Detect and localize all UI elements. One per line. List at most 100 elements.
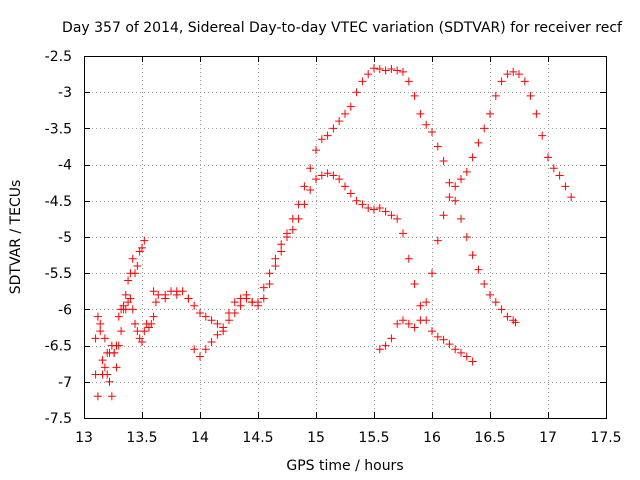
data-point-marker: [341, 109, 349, 118]
data-point-marker: [107, 392, 116, 401]
data-point-marker: [213, 330, 222, 339]
y-tick-label: -5.5: [45, 266, 72, 282]
data-point-marker: [457, 348, 465, 357]
data-point-marker: [213, 319, 222, 328]
y-tick-label: -5: [58, 230, 72, 246]
data-point-marker: [462, 167, 471, 176]
data-point-marker: [410, 323, 419, 332]
data-point-marker: [128, 305, 137, 314]
x-tick-label: 13: [75, 430, 93, 446]
data-point-marker: [480, 280, 489, 289]
y-tick-label: -3.5: [45, 121, 72, 137]
data-point-marker: [131, 319, 140, 328]
data-point-marker: [149, 312, 158, 321]
data-point-marker: [346, 189, 355, 198]
data-point-marker: [172, 290, 181, 299]
y-tick-label: -7.5: [45, 411, 72, 427]
data-point-marker: [474, 265, 483, 274]
data-point-marker: [352, 88, 361, 97]
data-point-marker: [283, 233, 291, 241]
data-point-marker: [549, 164, 558, 173]
x-tick-label: 15: [307, 430, 325, 446]
data-point-marker: [567, 193, 576, 202]
data-point-marker: [497, 77, 506, 86]
y-tick-label: -4.5: [45, 194, 72, 210]
data-point-marker: [370, 205, 378, 214]
data-point-marker: [491, 91, 500, 100]
x-tick-label: 13.5: [126, 430, 157, 446]
data-point-marker: [306, 185, 315, 194]
data-point-marker: [91, 334, 100, 343]
data-point-marker: [248, 298, 257, 307]
data-points: [91, 64, 576, 401]
data-point-marker: [96, 327, 105, 336]
y-tick-label: -6.5: [45, 339, 72, 355]
data-point-marker: [451, 182, 460, 191]
data-point-marker: [105, 377, 114, 386]
data-point-marker: [358, 77, 367, 86]
data-point-marker: [410, 91, 419, 100]
data-point-marker: [457, 175, 465, 184]
data-point-marker: [93, 392, 102, 401]
y-axis-label: SDTVAR / TECUs: [8, 180, 24, 295]
data-point-marker: [100, 363, 109, 372]
data-point-marker: [259, 283, 268, 292]
data-point-marker: [375, 204, 384, 213]
data-point-marker: [364, 204, 373, 213]
x-tick-label: 17: [539, 430, 557, 446]
data-point-marker: [242, 294, 251, 303]
data-point-marker: [112, 363, 121, 372]
data-point-marker: [381, 341, 390, 350]
data-point-marker: [393, 66, 402, 75]
y-tick-label: -3: [58, 85, 72, 101]
data-point-marker: [329, 124, 338, 133]
data-point-marker: [225, 316, 233, 325]
data-point-marker: [93, 312, 102, 321]
data-point-marker: [526, 91, 535, 100]
data-point-marker: [207, 316, 216, 325]
data-point-marker: [140, 327, 149, 336]
data-point-marker: [196, 352, 204, 361]
data-point-marker: [468, 357, 477, 366]
data-point-marker: [509, 67, 518, 76]
data-point-marker: [451, 345, 460, 354]
data-point-marker: [317, 171, 326, 180]
data-point-marker: [265, 269, 274, 278]
data-point-marker: [474, 138, 483, 147]
data-point-marker: [445, 178, 454, 187]
data-point-marker: [277, 247, 286, 256]
data-point-marker: [147, 319, 156, 328]
data-point-marker: [335, 117, 344, 126]
x-tick-label: 17.5: [590, 430, 621, 446]
chart-title: Day 357 of 2014, Sidereal Day-to-day VTE…: [62, 20, 623, 36]
data-point-marker: [254, 301, 262, 310]
data-point-marker: [154, 290, 163, 299]
data-point-marker: [410, 280, 419, 289]
x-axis-label: GPS time / hours: [286, 458, 403, 474]
data-point-marker: [112, 341, 121, 350]
data-point-marker: [422, 120, 431, 129]
data-point-marker: [428, 128, 436, 137]
data-point-marker: [271, 261, 280, 270]
data-point-marker: [462, 233, 471, 241]
data-point-marker: [486, 290, 494, 299]
data-point-marker: [131, 269, 140, 278]
data-point-marker: [364, 70, 373, 79]
data-point-marker: [428, 327, 436, 336]
data-point-marker: [399, 229, 407, 238]
x-tick-labels: 13 13.5 14 14.5 15 15.5 16 16.5 17 17.5: [75, 430, 622, 446]
data-point-marker: [486, 109, 494, 118]
data-point-marker: [341, 182, 349, 191]
data-point-marker: [149, 287, 158, 296]
data-series: [91, 290, 163, 379]
data-point-marker: [323, 131, 332, 140]
x-tick-label: 14: [191, 430, 209, 446]
data-point-marker: [480, 124, 489, 133]
data-point-marker: [335, 175, 344, 184]
data-point-marker: [178, 287, 187, 296]
x-tick-label: 15.5: [358, 430, 389, 446]
data-point-marker: [259, 294, 268, 303]
y-tick-label: -4: [58, 158, 72, 174]
data-point-marker: [138, 337, 146, 346]
